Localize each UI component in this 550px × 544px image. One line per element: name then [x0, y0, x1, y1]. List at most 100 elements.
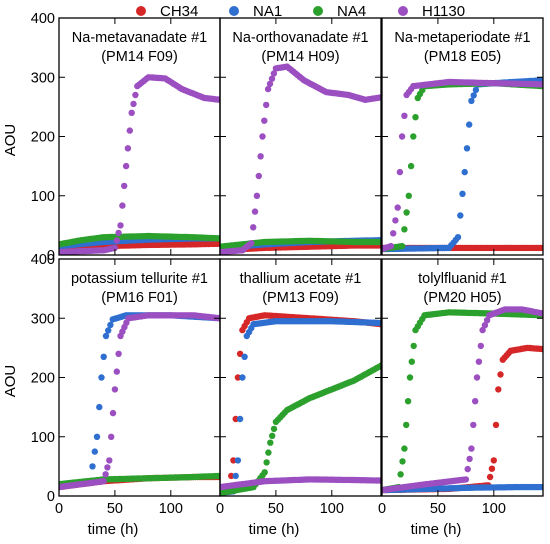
data-point	[410, 342, 417, 350]
data-point	[539, 81, 543, 88]
panel-title-line1: Na-metavanadate #1	[72, 30, 207, 46]
data-point	[468, 97, 475, 105]
y-tick-label: 400	[31, 11, 55, 27]
data-point	[462, 476, 470, 483]
data-point	[230, 457, 237, 464]
data-point	[463, 145, 471, 152]
panel-title-line1: potassium tellurite #1	[71, 271, 208, 287]
panel-5: 0 50 100 thallium acetate #1 (PM13 F09)	[216, 258, 382, 517]
y-tick-label: 300	[31, 311, 55, 327]
data-point	[398, 242, 406, 250]
data-point	[492, 421, 500, 429]
y-axis-label-top: AOU	[2, 124, 19, 157]
x-tick-label: 50	[430, 501, 446, 517]
panel-2: Na-orthovanadate #1 (PM14 H09)	[219, 17, 382, 256]
data-point	[457, 212, 464, 219]
data-point	[124, 145, 132, 152]
data-point	[490, 457, 497, 464]
data-point	[483, 317, 491, 324]
data-point	[113, 368, 121, 375]
legend-label-h1130: H1130	[422, 3, 465, 20]
legend-label-na4: NA4	[337, 3, 366, 20]
panel-title-line1: tolylfluanid #1	[418, 271, 507, 287]
series-na4	[220, 362, 381, 496]
data-point	[250, 224, 257, 231]
x-tick-label: 100	[482, 501, 506, 517]
legend: CH34 NA1 NA4 H1130	[136, 3, 465, 20]
data-point	[126, 127, 133, 134]
data-point	[399, 458, 406, 465]
panel-1: 0 100 200 300 400 Na-metavanadate #1 (PM14 F09…	[31, 11, 221, 264]
data-point	[255, 172, 262, 180]
series-h1130	[59, 312, 220, 491]
data-point	[270, 70, 278, 77]
data-point	[259, 133, 266, 140]
legend-item-ch34: CH34	[136, 3, 198, 20]
x-tick-label: 100	[320, 501, 344, 517]
data-point	[468, 445, 475, 452]
x-tick-label: 0	[216, 501, 224, 517]
data-point	[108, 433, 115, 440]
data-point	[377, 477, 381, 484]
panel-6-data	[382, 306, 543, 494]
legend-label-ch34: CH34	[160, 3, 198, 20]
data-point	[234, 457, 242, 464]
data-point	[121, 182, 128, 190]
data-point	[117, 222, 124, 229]
data-point	[377, 94, 381, 101]
data-point	[266, 80, 274, 88]
data-point	[403, 421, 410, 429]
data-point	[268, 75, 276, 82]
panel-title-line2: (PM20 H05)	[423, 290, 501, 306]
data-point	[408, 358, 415, 365]
data-point	[401, 112, 408, 120]
data-point	[251, 208, 259, 215]
legend-item-na1: NA1	[229, 3, 282, 20]
data-point	[267, 439, 274, 446]
data-point	[464, 465, 471, 473]
data-point	[113, 237, 121, 244]
x-tick-label: 0	[378, 501, 386, 517]
x-axis-label-2: time (h)	[249, 521, 300, 538]
data-point	[461, 168, 468, 176]
data-point	[102, 471, 109, 478]
legend-marker-na4	[313, 6, 323, 16]
y-tick-label: 400	[31, 252, 55, 268]
y-tick-label: 0	[47, 248, 55, 264]
data-point	[91, 448, 99, 455]
series-na4	[59, 472, 220, 488]
y-tick-label: 0	[47, 489, 55, 505]
data-point	[470, 92, 477, 99]
series-na4	[59, 232, 220, 248]
series-h1130	[220, 476, 381, 491]
x-tick-label: 0	[55, 501, 63, 517]
data-point	[392, 217, 399, 224]
data-point	[122, 162, 130, 170]
series-na1	[220, 318, 381, 496]
data-point	[216, 472, 220, 480]
panel-title-line2: (PM16 F01)	[101, 290, 178, 306]
y-tick-label: 100	[31, 430, 55, 446]
data-point	[269, 432, 276, 439]
legend-marker-h1130	[398, 6, 408, 16]
series-h1130	[59, 74, 220, 255]
legend-marker-na1	[229, 6, 239, 16]
series-na1	[382, 77, 543, 253]
data-point	[111, 244, 119, 252]
data-point	[115, 350, 122, 357]
data-point	[539, 483, 543, 491]
legend-item-na4: NA4	[313, 3, 366, 20]
data-point	[241, 353, 248, 360]
y-tick-label: 100	[31, 189, 55, 205]
data-point	[96, 403, 103, 411]
y-tick-label: 200	[31, 130, 55, 146]
series-h1130	[382, 306, 543, 494]
data-point	[477, 342, 484, 350]
data-point	[488, 465, 496, 472]
data-point	[387, 242, 395, 250]
panel-title-line2: (PM18 E05)	[424, 49, 501, 65]
panel-3-data	[382, 77, 543, 253]
panel-4: 0 50 100 0 100 200 300 400 potassium tellurite #…	[31, 252, 221, 517]
data-point	[406, 374, 414, 381]
